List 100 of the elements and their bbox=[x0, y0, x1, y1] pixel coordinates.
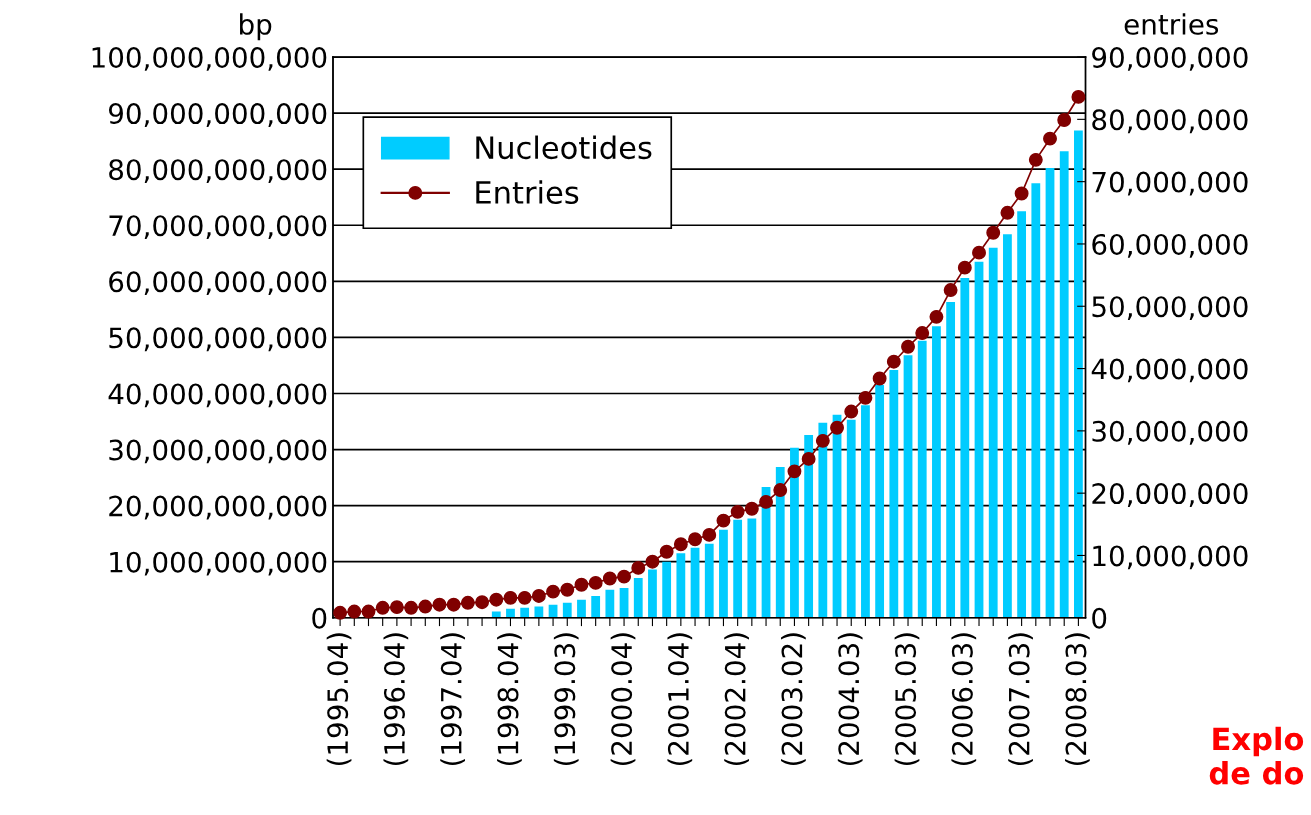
point bbox=[1028, 152, 1043, 167]
x-tick-label: (2006.03) bbox=[951, 633, 977, 766]
bar bbox=[875, 385, 885, 618]
bar bbox=[988, 247, 998, 618]
point bbox=[801, 451, 816, 466]
bar bbox=[534, 606, 544, 618]
point bbox=[1071, 89, 1086, 104]
point bbox=[631, 560, 646, 575]
bar bbox=[747, 518, 757, 618]
point bbox=[773, 483, 788, 497]
bar bbox=[790, 447, 799, 618]
bar bbox=[591, 595, 601, 618]
y2-tick-label: 80,000,000 bbox=[1092, 109, 1248, 134]
point bbox=[1057, 113, 1072, 127]
x-tick-label: (1999.03) bbox=[553, 633, 579, 766]
bar bbox=[974, 261, 984, 618]
point bbox=[1014, 186, 1029, 201]
point bbox=[688, 532, 702, 547]
y-tick-label: 20,000,000,000 bbox=[109, 495, 327, 520]
bar bbox=[520, 607, 530, 618]
y2-tick-label: 70,000,000 bbox=[1092, 171, 1248, 196]
point bbox=[1000, 205, 1015, 220]
point bbox=[489, 592, 504, 607]
point bbox=[901, 339, 915, 354]
x-tick-label: (2003.02) bbox=[781, 633, 806, 766]
bar bbox=[577, 599, 586, 618]
y2-tick-label: 10,000,000 bbox=[1093, 545, 1248, 570]
point bbox=[418, 599, 433, 614]
y-tick-label: 70,000,000,000 bbox=[109, 215, 327, 240]
point bbox=[986, 225, 1001, 240]
point bbox=[673, 537, 688, 552]
point bbox=[915, 326, 930, 340]
point bbox=[347, 604, 362, 619]
bar bbox=[932, 326, 941, 618]
point bbox=[1043, 131, 1057, 146]
bar bbox=[605, 589, 615, 618]
y2-tick-label: 50,000,000 bbox=[1092, 296, 1248, 321]
point bbox=[844, 404, 859, 419]
point bbox=[830, 420, 844, 435]
x-tick-label: (2005.03) bbox=[894, 633, 920, 766]
point bbox=[716, 513, 731, 528]
bar bbox=[804, 434, 814, 618]
bar bbox=[861, 405, 870, 618]
y2-tick-label: 60,000,000 bbox=[1092, 233, 1248, 258]
bar bbox=[1031, 183, 1041, 618]
x-tick-label: (2001.04) bbox=[667, 633, 693, 766]
bar bbox=[633, 577, 643, 618]
bar bbox=[1045, 168, 1055, 618]
point bbox=[702, 527, 717, 542]
y2-tick-label: 20,000,000 bbox=[1092, 483, 1248, 507]
bar bbox=[917, 340, 927, 618]
point bbox=[730, 504, 745, 519]
point bbox=[787, 464, 802, 479]
y2-axis-title: entries bbox=[1124, 13, 1219, 35]
point bbox=[972, 245, 986, 260]
point bbox=[617, 569, 632, 584]
y2-tick-label: 90,000,000 bbox=[1092, 46, 1248, 71]
point bbox=[531, 589, 546, 603]
point bbox=[389, 600, 404, 615]
bar bbox=[719, 529, 728, 618]
point bbox=[744, 501, 759, 516]
bar bbox=[662, 561, 672, 618]
bar bbox=[903, 355, 913, 618]
y-tick-label: 30,000,000,000 bbox=[109, 439, 327, 464]
legend-label: Entries bbox=[476, 180, 579, 205]
bar bbox=[506, 608, 515, 618]
point bbox=[929, 309, 944, 324]
bar bbox=[648, 569, 657, 618]
point bbox=[560, 582, 575, 597]
bar bbox=[1074, 130, 1083, 618]
point bbox=[588, 575, 603, 590]
point bbox=[546, 584, 561, 599]
point bbox=[503, 590, 518, 605]
y2-tick-label: 40,000,000 bbox=[1091, 358, 1248, 383]
point bbox=[446, 597, 461, 612]
point bbox=[957, 260, 972, 275]
y-tick-label: 100,000,000,000 bbox=[92, 46, 327, 71]
y-tick-label: 80,000,000,000 bbox=[109, 159, 327, 183]
y-tick-label: 0 bbox=[312, 607, 327, 629]
point bbox=[659, 544, 674, 559]
y-tick-label: 60,000,000,000 bbox=[109, 271, 327, 296]
x-tick-label: (2007.03) bbox=[1008, 633, 1033, 766]
y-tick-label: 40,000,000,000 bbox=[108, 383, 327, 408]
y-tick-label: 10,000,000,000 bbox=[110, 551, 327, 576]
bar bbox=[1003, 234, 1012, 618]
point bbox=[361, 604, 376, 619]
point bbox=[517, 590, 532, 605]
bar bbox=[1017, 211, 1027, 618]
y-tick-label: 50,000,000,000 bbox=[109, 327, 327, 352]
point bbox=[872, 371, 887, 386]
x-tick-label: (1998.04) bbox=[497, 633, 522, 766]
bar bbox=[704, 543, 714, 618]
y-tick-label: 90,000,000,000 bbox=[108, 103, 327, 127]
point bbox=[943, 283, 958, 298]
bar bbox=[818, 422, 828, 618]
x-tick-label: (1995.04) bbox=[326, 633, 352, 766]
bar bbox=[775, 466, 785, 618]
x-tick-label: (2002.04) bbox=[724, 633, 749, 766]
point bbox=[432, 597, 447, 612]
x-tick-label: (2000.04) bbox=[610, 633, 636, 766]
